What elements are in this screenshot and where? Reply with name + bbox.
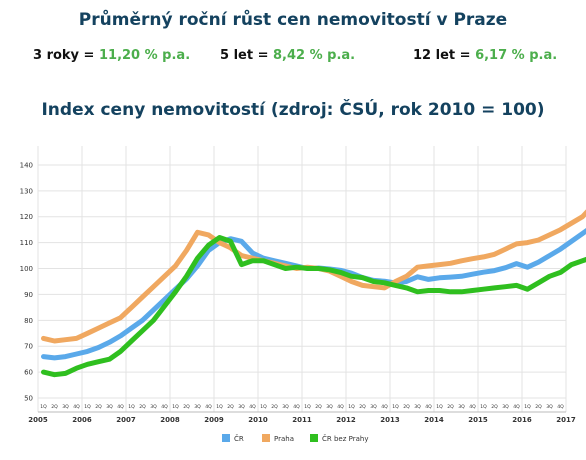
main-title: Průměrný roční růst cen nemovitostí v Pr… xyxy=(78,10,508,30)
quarter-tick-label: 4Q xyxy=(205,404,212,410)
quarter-tick-label: 4Q xyxy=(557,404,564,410)
quarter-tick-label: 1Q xyxy=(128,404,135,410)
stat-12-years-value: 6,17 % p.a. xyxy=(475,48,558,63)
quarter-tick-label: 1Q xyxy=(40,404,47,410)
year-tick-label: 2016 xyxy=(512,416,532,424)
quarter-tick-label: 1Q xyxy=(216,404,223,410)
quarter-tick-label: 4Q xyxy=(161,404,168,410)
y-tick-label: 140 xyxy=(20,161,33,169)
year-tick-label: 2007 xyxy=(116,416,136,424)
y-tick-label: 100 xyxy=(20,265,33,273)
legend-label-0: ČR xyxy=(234,434,244,443)
quarter-tick-label: 3Q xyxy=(414,404,421,410)
year-tick-label: 2009 xyxy=(204,416,224,424)
y-tick-label: 110 xyxy=(20,239,33,247)
stat-12-years: 12 let = 6,17 % p.a. xyxy=(413,48,557,63)
year-tick-label: 2005 xyxy=(28,416,48,424)
quarter-tick-label: 4Q xyxy=(249,404,256,410)
quarter-tick-label: 3Q xyxy=(62,404,69,410)
y-tick-label: 70 xyxy=(24,343,33,351)
quarter-tick-label: 2Q xyxy=(315,404,322,410)
quarter-tick-label: 2Q xyxy=(491,404,498,410)
quarter-tick-label: 3Q xyxy=(194,404,201,410)
quarter-tick-label: 2Q xyxy=(359,404,366,410)
stat-5-years-label: 5 let = xyxy=(220,48,274,63)
stat-5-years-value: 8,42 % p.a. xyxy=(273,48,356,63)
quarter-tick-label: 4Q xyxy=(425,404,432,410)
quarter-tick-label: 4Q xyxy=(513,404,520,410)
stat-3-years-value: 11,20 % p.a. xyxy=(98,48,191,63)
quarter-tick-label: 2Q xyxy=(51,404,58,410)
year-tick-label: 2015 xyxy=(468,416,488,424)
legend-swatch-2 xyxy=(310,434,318,442)
quarter-tick-label: 2Q xyxy=(227,404,234,410)
quarter-tick-label: 1Q xyxy=(260,404,267,410)
chart-title: Index ceny nemovitostí (zdroj: ČSÚ, rok … xyxy=(41,100,545,120)
quarter-tick-label: 2Q xyxy=(183,404,190,410)
year-tick-label: 2014 xyxy=(424,416,444,424)
quarter-tick-label: 1Q xyxy=(392,404,399,410)
year-tick-label: 2011 xyxy=(292,416,312,424)
legend-swatch-1 xyxy=(262,434,270,442)
quarter-tick-label: 2Q xyxy=(139,404,146,410)
y-tick-label: 60 xyxy=(24,369,33,377)
quarter-tick-label: 3Q xyxy=(326,404,333,410)
quarter-tick-label: 3Q xyxy=(106,404,113,410)
quarter-tick-label: 3Q xyxy=(282,404,289,410)
quarter-tick-label: 1Q xyxy=(84,404,91,410)
quarter-tick-label: 2Q xyxy=(447,404,454,410)
year-tick-label: 2008 xyxy=(160,416,180,424)
quarter-tick-label: 1Q xyxy=(304,404,311,410)
y-tick-label: 80 xyxy=(24,317,33,325)
quarter-tick-label: 3Q xyxy=(546,404,553,410)
quarter-tick-label: 1Q xyxy=(524,404,531,410)
quarter-tick-label: 4Q xyxy=(117,404,124,410)
legend-swatch-0 xyxy=(222,434,230,442)
stat-5-years: 5 let = 8,42 % p.a. xyxy=(220,48,355,63)
year-tick-label: 2013 xyxy=(380,416,400,424)
year-tick-label: 2017 xyxy=(556,416,576,424)
quarter-tick-label: 2Q xyxy=(403,404,410,410)
y-tick-label: 130 xyxy=(20,187,33,195)
stat-12-years-label: 12 let = xyxy=(413,48,476,63)
quarter-tick-label: 4Q xyxy=(73,404,80,410)
growth-stats: 3 roky = 11,20 % p.a. 5 let = 8,42 % p.a… xyxy=(0,48,586,70)
quarter-tick-label: 1Q xyxy=(172,404,179,410)
quarter-tick-label: 1Q xyxy=(480,404,487,410)
quarter-tick-label: 2Q xyxy=(95,404,102,410)
series-line-0 xyxy=(41,228,586,361)
year-tick-label: 2012 xyxy=(336,416,356,424)
y-tick-label: 120 xyxy=(20,213,33,221)
quarter-tick-label: 3Q xyxy=(370,404,377,410)
quarter-tick-label: 2Q xyxy=(271,404,278,410)
quarter-tick-label: 4Q xyxy=(337,404,344,410)
quarter-tick-label: 3Q xyxy=(458,404,465,410)
quarter-tick-label: 4Q xyxy=(469,404,476,410)
quarter-tick-label: 3Q xyxy=(238,404,245,410)
y-tick-label: 50 xyxy=(24,395,33,403)
stat-3-years: 3 roky = 11,20 % p.a. xyxy=(33,48,190,63)
series-line-1 xyxy=(41,209,586,344)
quarter-tick-label: 4Q xyxy=(381,404,388,410)
quarter-tick-label: 1Q xyxy=(348,404,355,410)
legend-label-1: Praha xyxy=(274,435,294,443)
quarter-tick-label: 1Q xyxy=(436,404,443,410)
stat-3-years-label: 3 roky = xyxy=(33,48,99,63)
year-tick-label: 2010 xyxy=(248,416,268,424)
series-line-2 xyxy=(41,235,586,378)
year-tick-label: 2006 xyxy=(72,416,92,424)
y-tick-label: 90 xyxy=(24,291,33,299)
quarter-tick-label: 3Q xyxy=(150,404,157,410)
quarter-tick-label: 3Q xyxy=(502,404,509,410)
quarter-tick-label: 4Q xyxy=(293,404,300,410)
legend-label-2: ČR bez Prahy xyxy=(322,434,368,443)
quarter-tick-label: 2Q xyxy=(535,404,542,410)
